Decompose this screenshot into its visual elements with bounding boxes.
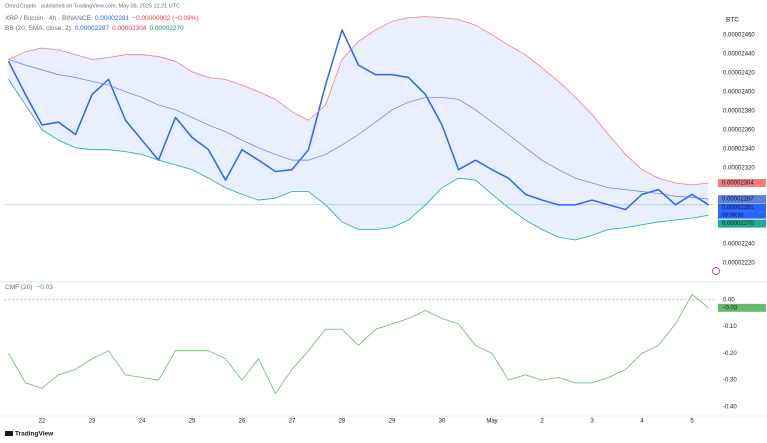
- logo-text: TradingView: [15, 431, 54, 438]
- badge-label: 0.00002281: [722, 205, 754, 211]
- x-tick-label: 27: [289, 419, 296, 425]
- last-price: 0.00002281: [95, 15, 130, 22]
- alert-icon[interactable]: [712, 267, 720, 275]
- y-tick-label: 0.00002240: [723, 241, 755, 247]
- logo-mark: [5, 431, 13, 436]
- y-tick-label: 0.00002340: [723, 146, 755, 152]
- y-tick-label: 0.00: [723, 297, 735, 303]
- x-tick-label: 25: [189, 419, 196, 425]
- price-badge: −0.03: [718, 303, 766, 312]
- plot-area: 0.00002460 0.00002440 0.00002420 0.00002400…: [4, 16, 766, 425]
- price-badge: 0.00002270: [718, 219, 766, 228]
- x-tick-label: 28: [339, 419, 346, 425]
- logo: TradingView: [5, 431, 54, 438]
- symbol-legend: XRP / Bitcoin · 4h · BINANCE 0.00002281 −0…: [5, 15, 199, 22]
- badge-bg: [718, 195, 766, 204]
- x-tick-label: 3: [590, 419, 594, 425]
- x-tick-label: 5: [690, 419, 694, 425]
- x-tick-label: 4: [640, 419, 644, 425]
- x-tick-label: 26: [239, 419, 246, 425]
- price-badge: 0.00002287: [718, 195, 766, 204]
- cmf-legend: CMF (20) −0.03: [5, 284, 53, 291]
- countdown-bg: [718, 211, 766, 219]
- y-tick-label: 0.00002220: [723, 260, 755, 266]
- indicator-legend: BB (20, SMA, close, 2) 0.00002287 0.000023…: [5, 25, 184, 32]
- price-badge: 0.00002304: [718, 178, 766, 187]
- series-line: [7, 29, 709, 211]
- y-tick-label: -0.20: [723, 351, 737, 357]
- y-tick-label: 0.00002440: [723, 51, 755, 57]
- series-line: [8, 16, 709, 186]
- y-tick-label: -0.10: [723, 324, 737, 330]
- y-tick-label: 0.00002420: [723, 70, 755, 76]
- badge-label: 0.00002287: [722, 197, 754, 203]
- x-tick-label: 23: [89, 419, 96, 425]
- y-tick-label: 0.00002400: [723, 89, 755, 95]
- badge-bg: [718, 178, 766, 187]
- attribution: Omn1Crypto · published on TradingView.co…: [5, 3, 180, 9]
- bb-basis-value: 0.00002287: [75, 25, 110, 32]
- cmf-title: CMF (20): [5, 284, 32, 291]
- bb-upper-value: 0.00002304: [112, 25, 147, 32]
- y-tick-label: 0.00002360: [723, 127, 755, 133]
- x-tick-label: 2: [540, 419, 544, 425]
- y-tick-label: 0.00002380: [723, 108, 755, 114]
- price-badge: 0.00002281 03:38:30: [718, 203, 766, 219]
- y-tick-label: -0.40: [723, 405, 737, 411]
- y-tick-label: 0.00002460: [723, 32, 755, 38]
- badge-label: 0.00002270: [722, 221, 754, 227]
- y-tick-label: -0.30: [723, 378, 737, 384]
- indicator: BB (20, SMA, close, 2): [5, 25, 71, 32]
- x-tick-label: 22: [39, 419, 46, 425]
- badge-label: 0.00002304: [722, 181, 754, 187]
- symbol: XRP / Bitcoin · 4h · BINANCE: [5, 15, 92, 22]
- x-tick-label: 30: [439, 419, 446, 425]
- countdown: 03:38:30: [722, 213, 743, 219]
- band-fill: [8, 16, 709, 240]
- currency: BTC: [726, 17, 739, 24]
- series-line: [8, 294, 709, 394]
- badge-label: −0.03: [722, 305, 738, 311]
- cmf-value: −0.03: [36, 284, 53, 291]
- bb-lower-value: 0.00002270: [149, 25, 184, 32]
- x-tick-label: 29: [389, 419, 396, 425]
- price-change: −0.00000002 (−0.09%): [132, 15, 199, 22]
- series-line: [8, 59, 709, 200]
- series-line: [8, 79, 709, 241]
- badge-bg: [718, 219, 766, 228]
- badge-bg: [718, 203, 766, 212]
- y-tick-label: 0.00002320: [723, 165, 755, 171]
- x-tick-label: May: [486, 419, 497, 425]
- badge-bg: [718, 303, 766, 312]
- x-tick-label: 24: [139, 419, 146, 425]
